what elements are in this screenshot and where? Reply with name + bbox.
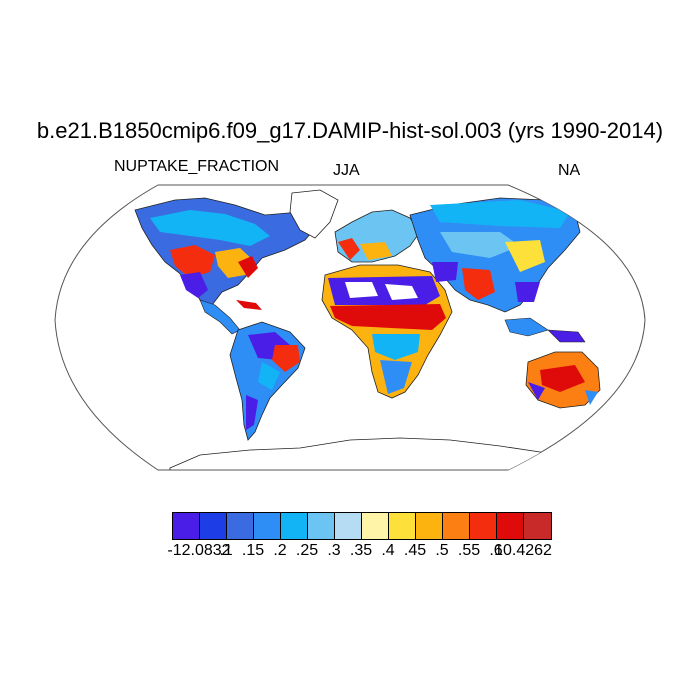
- map-title: b.e21.B1850cmip6.f09_g17.DAMIP-hist-sol.…: [36, 118, 664, 143]
- colorbar-swatch: [443, 513, 470, 539]
- colorbar-swatch: [173, 513, 200, 539]
- colorbar-tick-label: .1: [219, 542, 233, 559]
- colorbar-swatch: [281, 513, 308, 539]
- colorbar-swatch: [497, 513, 524, 539]
- colorbar-tick-label: -12.0832: [167, 542, 231, 559]
- colorbar-swatch: [389, 513, 416, 539]
- colorbar-swatch: [254, 513, 281, 539]
- antarctica-outline: [169, 437, 561, 470]
- colorbar-swatch: [200, 513, 227, 539]
- colorbar-swatch: [308, 513, 335, 539]
- region-label: NA: [558, 162, 581, 179]
- variable-label: NUPTAKE_FRACTION: [114, 158, 280, 175]
- colorbar-tick-label: .55: [457, 542, 481, 559]
- colorbar-swatch: [227, 513, 254, 539]
- colorbar: [172, 512, 552, 540]
- colorbar-tick-label: .35: [349, 542, 373, 559]
- colorbar-swatch: [524, 513, 551, 539]
- season-label: JJA: [333, 162, 360, 179]
- greenland-outline: [289, 189, 339, 239]
- colorbar-swatch: [362, 513, 389, 539]
- colorbar-tick-label: 10.4262: [494, 542, 552, 559]
- colorbar-tick-label: .15: [241, 542, 265, 559]
- colorbar-tick-label: .6: [489, 542, 503, 559]
- colorbar-tick-label: .3: [327, 542, 341, 559]
- colorbar-tick-label: .45: [403, 542, 427, 559]
- colorbar-tick-label: .25: [295, 542, 319, 559]
- colorbar-tick-label: .4: [381, 542, 395, 559]
- colorbar-tick-label: .2: [273, 542, 287, 559]
- colorbar-tick-label: .5: [435, 542, 449, 559]
- colorbar-swatch: [416, 513, 443, 539]
- colorbar-swatch: [335, 513, 362, 539]
- colorbar-swatch: [470, 513, 497, 539]
- colorbar-labels: -12.0832.1 .15 .2 .25 .3 .35 .4 .45 .5 .55 .6 10.42…: [0, 542, 700, 564]
